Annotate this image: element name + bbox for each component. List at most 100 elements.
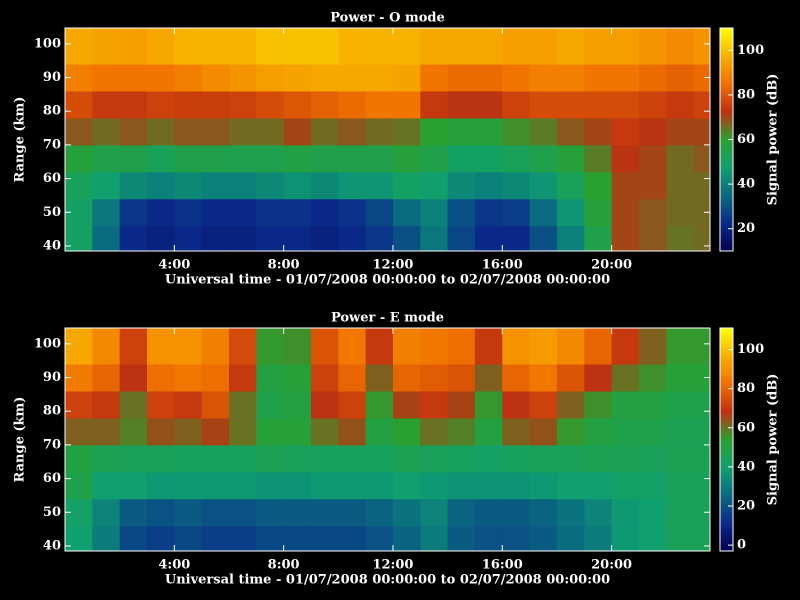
heat-cell [119, 498, 148, 527]
heat-cell [119, 117, 148, 146]
heat-cell [392, 117, 421, 146]
heat-cell [611, 28, 640, 65]
heat-cell [365, 90, 394, 119]
heat-cell [65, 144, 93, 173]
heat-cell [666, 498, 695, 527]
heat-cell [392, 225, 421, 251]
heat-cell [611, 90, 640, 119]
heat-cell [611, 198, 640, 227]
heat-cell [693, 328, 710, 365]
heat-cell [502, 28, 531, 65]
heat-cell [146, 444, 175, 473]
heat-cell [474, 328, 503, 365]
heat-cell [310, 417, 339, 446]
heat-cell [666, 171, 695, 200]
y-tick-label: 50 [43, 505, 61, 520]
heat-cell [228, 64, 257, 92]
heat-cell [420, 225, 449, 251]
heat-cell [228, 525, 257, 551]
heat-cell [666, 328, 695, 365]
heat-cell [392, 498, 421, 527]
heat-cell [693, 144, 710, 173]
heat-cell [310, 328, 339, 365]
heat-cell [611, 498, 640, 527]
heat-cell [420, 198, 449, 227]
heat-cell [338, 444, 367, 473]
heat-cell [283, 117, 312, 146]
heat-cell [365, 444, 394, 473]
heat-cell [256, 471, 285, 500]
heat-cell [693, 417, 710, 446]
heat-cell [638, 90, 667, 119]
heat-cell [146, 90, 175, 119]
heat-cell [65, 225, 93, 251]
heat-cell [119, 364, 148, 392]
heat-cell [310, 198, 339, 227]
colorbar-tick-label: 20 [737, 499, 755, 514]
heat-cell [502, 225, 531, 251]
heat-cell [584, 64, 613, 92]
heat-cell [502, 328, 531, 365]
heat-cell [556, 364, 585, 392]
heat-cell [584, 171, 613, 200]
heat-cell [365, 64, 394, 92]
heat-cell [584, 444, 613, 473]
y-tick-label: 70 [43, 137, 61, 152]
heat-cell [556, 471, 585, 500]
heat-cell [174, 198, 203, 227]
heat-cell [502, 417, 531, 446]
heat-cell [693, 171, 710, 200]
heat-cell [529, 198, 558, 227]
heat-cell [638, 198, 667, 227]
heat-cell [201, 444, 230, 473]
heat-cell [447, 498, 476, 527]
colorbar-tick-label: 80 [737, 381, 755, 396]
heat-cell [65, 28, 93, 65]
heat-cell [502, 444, 531, 473]
heat-cell [283, 328, 312, 365]
heat-cell [201, 198, 230, 227]
heat-cell [119, 328, 148, 365]
heat-cell [638, 328, 667, 365]
heat-cell [502, 471, 531, 500]
heat-cell [174, 28, 203, 65]
y-tick-label: 90 [43, 370, 61, 385]
heat-cell [693, 225, 710, 251]
heat-cell [529, 117, 558, 146]
heat-cell [65, 390, 93, 419]
heat-cell [392, 328, 421, 365]
heat-cell [420, 171, 449, 200]
heat-cell [584, 144, 613, 173]
heat-cell [474, 171, 503, 200]
heat-cell [228, 364, 257, 392]
heat-cell [584, 198, 613, 227]
heat-cell [392, 144, 421, 173]
heatmap [65, 328, 710, 551]
heat-cell [420, 444, 449, 473]
heat-cell [201, 90, 230, 119]
heat-cell [310, 471, 339, 500]
heat-cell [584, 390, 613, 419]
heat-cell [447, 471, 476, 500]
heat-cell [119, 171, 148, 200]
heat-cell [638, 117, 667, 146]
heat-cell [420, 28, 449, 65]
heat-cell [92, 364, 121, 392]
heat-cell [256, 144, 285, 173]
y-tick-label: 80 [43, 104, 61, 119]
heat-cell [529, 225, 558, 251]
heat-cell [228, 471, 257, 500]
heat-cell [447, 390, 476, 419]
heat-cell [338, 364, 367, 392]
heat-cell [310, 225, 339, 251]
heat-cell [638, 225, 667, 251]
heat-cell [611, 171, 640, 200]
heat-cell [119, 225, 148, 251]
heat-cell [338, 498, 367, 527]
heat-cell [119, 471, 148, 500]
heat-cell [529, 390, 558, 419]
heat-cell [310, 28, 339, 65]
colorbar-tick-label: 100 [737, 342, 764, 357]
heat-cell [693, 444, 710, 473]
heat-cell [529, 444, 558, 473]
